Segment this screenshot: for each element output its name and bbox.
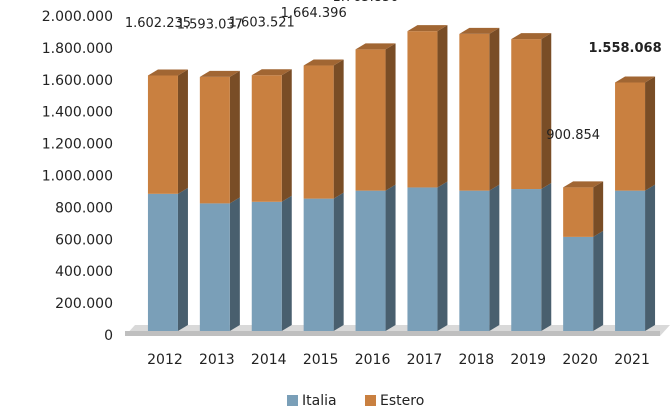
y-tick-label: 600.000 (55, 232, 113, 248)
bar-side (385, 43, 396, 191)
bar-side (541, 33, 552, 190)
y-tick-label: 0 (104, 328, 113, 344)
bar-segment (615, 82, 646, 191)
bar-segment (147, 75, 178, 194)
bar-side (229, 70, 240, 204)
bar-side (437, 25, 448, 188)
value-label: 900.854 (546, 128, 600, 143)
x-tick-label: 2021 (614, 352, 650, 368)
bar-side (281, 69, 292, 202)
bar-side (541, 183, 552, 331)
x-tick-label: 2019 (510, 352, 546, 368)
bar-top (303, 59, 344, 66)
bar-side (177, 187, 188, 331)
bar-segment (563, 236, 594, 331)
bar-side (229, 197, 240, 331)
value-label: 1.602.235 (125, 16, 191, 31)
bar-segment (511, 189, 542, 331)
x-tick-label: 2013 (199, 352, 235, 368)
bar-segment (303, 198, 334, 331)
x-tick-label: 2014 (251, 352, 287, 368)
y-tick-label: 2.000.000 (42, 9, 113, 25)
bar-side (489, 184, 500, 331)
x-tick-label: 2020 (562, 352, 598, 368)
y-tick-label: 200.000 (55, 296, 113, 312)
bar-side (333, 59, 344, 199)
bar-segment (199, 203, 230, 331)
bar-side (437, 181, 448, 331)
floor-edge (125, 331, 660, 336)
bar-segment (303, 65, 334, 199)
bar-segment (355, 190, 386, 331)
bar-segment (199, 76, 230, 204)
bar-side (645, 76, 656, 191)
bar-side (281, 195, 292, 331)
bar-top (251, 69, 292, 76)
bar-side (177, 69, 188, 194)
y-tick-label: 1.200.000 (42, 137, 113, 153)
bar-segment (251, 201, 282, 331)
x-tick-label: 2016 (355, 352, 391, 368)
bar-segment (407, 187, 438, 331)
legend-swatch (365, 395, 376, 406)
legend-label: Estero (380, 393, 424, 409)
bar-side (593, 230, 604, 331)
bar-top (147, 69, 188, 76)
bar-segment (251, 75, 282, 202)
bar-segment (407, 31, 438, 188)
value-label: 1.558.068 (588, 41, 661, 56)
bar-segment (563, 187, 594, 237)
bar-side (489, 27, 500, 191)
value-label: 1.765.850 (332, 0, 398, 5)
bar-segment (511, 39, 542, 190)
x-tick-label: 2018 (459, 352, 495, 368)
x-tick-label: 2012 (147, 352, 183, 368)
bar-top (615, 76, 656, 83)
bar-segment (459, 190, 490, 331)
legend-swatch (287, 395, 298, 406)
value-label: 1.593.037 (177, 17, 243, 32)
bar-side (385, 184, 396, 331)
y-tick-label: 800.000 (55, 200, 113, 216)
bar-top (563, 181, 604, 188)
bar-segment (355, 49, 386, 191)
y-tick-label: 400.000 (55, 264, 113, 280)
bar-segment (615, 190, 646, 331)
bar-top (407, 25, 448, 32)
value-label: 1.664.396 (281, 6, 347, 21)
y-tick-label: 1.600.000 (42, 73, 113, 89)
legend-label: Italia (302, 393, 337, 409)
y-tick-label: 1.800.000 (42, 41, 113, 57)
y-tick-label: 1.400.000 (42, 105, 113, 121)
bar-top (355, 43, 396, 50)
bar-side (645, 184, 656, 331)
bar-top (511, 33, 552, 40)
bar-top (199, 70, 240, 77)
bar-top (459, 27, 500, 34)
bar-segment (147, 193, 178, 331)
y-tick-label: 1.000.000 (42, 169, 113, 185)
bar-side (593, 181, 604, 237)
x-tick-label: 2015 (303, 352, 339, 368)
bar-segment (459, 33, 490, 191)
x-tick-label: 2017 (407, 352, 443, 368)
value-label: 1.603.521 (229, 16, 295, 31)
bar-side (333, 192, 344, 331)
